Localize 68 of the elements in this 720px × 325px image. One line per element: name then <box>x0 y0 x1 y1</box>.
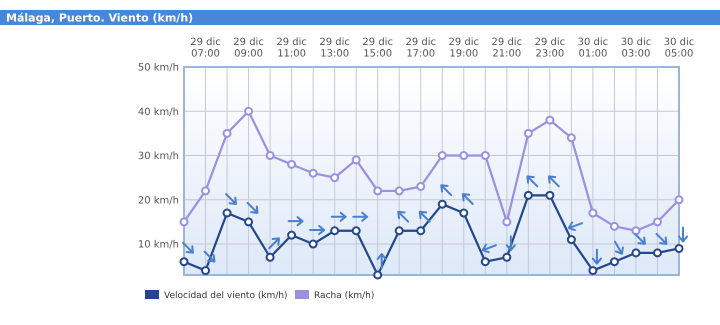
point <box>416 182 426 191</box>
point <box>373 186 382 196</box>
point <box>180 217 188 226</box>
x-tick-label: 29 dic 09:00 <box>233 37 264 60</box>
y-tick-label: 50 km/h <box>138 62 179 74</box>
point <box>394 226 404 236</box>
point <box>566 235 576 244</box>
x-tick-label: 29 dic 21:00 <box>492 37 522 60</box>
point <box>674 195 684 204</box>
point <box>308 168 318 178</box>
y-tick-label: 40 km/h <box>138 106 179 118</box>
point <box>352 226 361 236</box>
point <box>266 252 275 262</box>
point <box>610 222 619 231</box>
point <box>222 128 232 138</box>
x-tick-label: 30 dic 01:00 <box>578 37 608 60</box>
point <box>222 208 232 218</box>
point <box>480 257 490 266</box>
legend-label: Velocidad del viento (km/h) <box>164 291 288 302</box>
x-tick-label: 29 dic 19:00 <box>448 37 480 60</box>
x-tick-label: 29 dic 23:00 <box>534 37 566 60</box>
x-tick-label: 29 dic 13:00 <box>319 37 350 60</box>
point <box>610 257 619 266</box>
point <box>524 128 533 138</box>
point <box>502 252 512 262</box>
point <box>631 248 640 258</box>
point <box>180 257 188 266</box>
point <box>545 190 554 200</box>
chart-title: Málaga, Puerto. Viento (km/h) <box>6 12 194 24</box>
x-tick-label: 30 dic 05:00 <box>664 37 694 60</box>
point <box>394 186 404 196</box>
point <box>201 266 210 276</box>
point <box>545 116 554 125</box>
point <box>308 240 318 249</box>
point <box>566 133 576 142</box>
point <box>287 230 296 240</box>
point <box>588 208 598 218</box>
point <box>287 160 296 169</box>
point <box>438 151 447 160</box>
legend-label: Racha (km/h) <box>314 291 374 302</box>
point <box>438 200 447 209</box>
point <box>352 155 361 164</box>
point <box>266 151 275 160</box>
y-tick-label: 30 km/h <box>138 151 179 162</box>
point <box>459 208 468 218</box>
point <box>244 106 254 116</box>
y-tick-label: 10 km/h <box>138 240 179 251</box>
point <box>480 151 490 160</box>
point <box>330 226 340 236</box>
x-tick-label: 29 dic 11:00 <box>276 37 307 60</box>
point <box>416 226 426 236</box>
point <box>631 226 640 236</box>
point <box>373 270 382 280</box>
point <box>502 217 512 226</box>
x-tick-label: 29 dic 15:00 <box>362 37 393 60</box>
y-tick-label: 20 km/h <box>138 195 179 206</box>
point <box>330 173 340 182</box>
point <box>652 217 662 226</box>
point <box>459 151 468 160</box>
point <box>524 190 533 200</box>
x-tick-label: 29 dic 17:00 <box>405 37 436 60</box>
point <box>652 248 662 258</box>
point <box>201 186 210 196</box>
point <box>588 266 598 276</box>
x-tick-label: 30 dic 03:00 <box>620 37 652 60</box>
x-tick-label: 29 dic 07:00 <box>190 37 221 60</box>
point <box>244 217 254 226</box>
point <box>674 244 684 253</box>
